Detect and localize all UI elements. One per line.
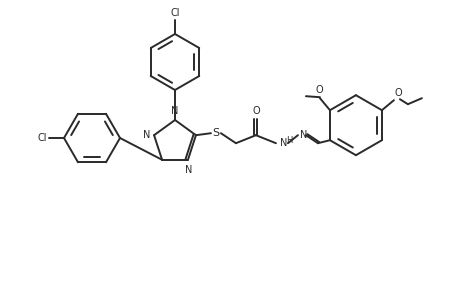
Text: Cl: Cl xyxy=(170,8,179,18)
Text: O: O xyxy=(394,88,402,98)
Text: N: N xyxy=(185,165,192,175)
Text: N: N xyxy=(171,106,178,116)
Text: O: O xyxy=(314,85,322,95)
Text: O: O xyxy=(252,106,259,116)
Text: N: N xyxy=(299,130,307,140)
Text: N: N xyxy=(142,130,150,140)
Text: S: S xyxy=(212,128,219,138)
Text: Cl: Cl xyxy=(38,133,47,143)
Text: H: H xyxy=(285,136,291,145)
Text: N: N xyxy=(280,138,287,148)
